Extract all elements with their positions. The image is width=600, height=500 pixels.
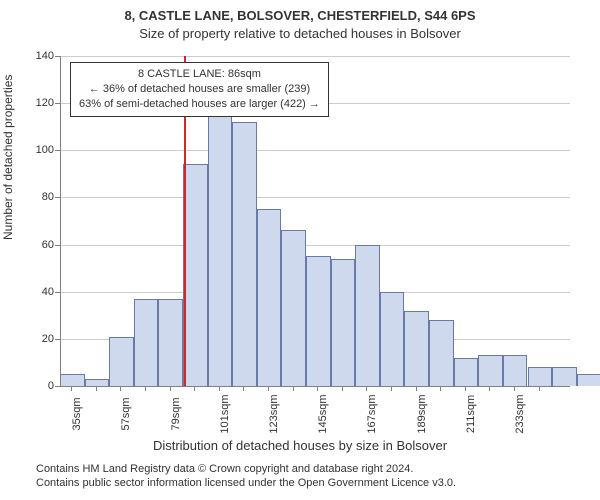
histogram-bar [306, 256, 331, 386]
histogram-bar [85, 379, 110, 386]
ytick-label: 40 [24, 286, 54, 298]
footer-attribution: Contains HM Land Registry data © Crown c… [36, 462, 456, 491]
ytick-label: 0 [24, 380, 54, 392]
ytick-label: 20 [24, 333, 54, 345]
annotation-line: 63% of semi-detached houses are larger (… [79, 97, 320, 112]
xtick-label: 145sqm [317, 394, 329, 433]
xtick-label: 189sqm [416, 394, 428, 433]
histogram-bar [134, 299, 159, 386]
histogram-bar [232, 122, 257, 386]
xtick-label: 123sqm [268, 394, 280, 433]
footer-line-2: Contains public sector information licen… [36, 476, 456, 490]
xtick-mark [96, 386, 97, 391]
xtick-mark [391, 386, 392, 391]
gridline [60, 245, 570, 246]
histogram-bar [577, 374, 600, 386]
gridline [60, 197, 570, 198]
x-axis-label: Distribution of detached houses by size … [0, 438, 600, 453]
xtick-mark [145, 386, 146, 391]
x-axis-line [60, 386, 570, 387]
ytick-label: 100 [24, 144, 54, 156]
histogram-bar [158, 299, 183, 386]
y-axis-line [60, 56, 61, 386]
histogram-bar [478, 355, 503, 386]
histogram-bar [355, 245, 380, 386]
xtick-label: 57sqm [120, 397, 132, 430]
histogram-bar [404, 311, 429, 386]
ytick-label: 120 [24, 97, 54, 109]
histogram-bar [380, 292, 405, 386]
xtick-mark [170, 386, 171, 391]
ytick-label: 80 [24, 191, 54, 203]
histogram-bar [429, 320, 454, 386]
xtick-label: 233sqm [514, 394, 526, 433]
annotation-box: 8 CASTLE LANE: 86sqm← 36% of detached ho… [70, 62, 329, 117]
xtick-mark [465, 386, 466, 391]
xtick-mark [489, 386, 490, 391]
xtick-mark [243, 386, 244, 391]
annotation-line: ← 36% of detached houses are smaller (23… [79, 82, 320, 97]
ytick-label: 60 [24, 239, 54, 251]
gridline [60, 150, 570, 151]
xtick-mark [514, 386, 515, 391]
xtick-label: 167sqm [366, 394, 378, 433]
xtick-mark [71, 386, 72, 391]
ytick-label: 140 [24, 50, 54, 62]
y-axis-label: Number of detached properties [1, 75, 15, 240]
histogram-bar [257, 209, 282, 386]
xtick-mark [416, 386, 417, 391]
page-title-address: 8, CASTLE LANE, BOLSOVER, CHESTERFIELD, … [0, 8, 600, 23]
histogram-bar [109, 337, 134, 387]
footer-line-1: Contains HM Land Registry data © Crown c… [36, 462, 456, 476]
xtick-mark [440, 386, 441, 391]
xtick-mark [366, 386, 367, 391]
xtick-mark [120, 386, 121, 391]
xtick-label: 211sqm [465, 395, 477, 433]
histogram-bar [208, 108, 233, 386]
histogram-bar [454, 358, 479, 386]
gridline [60, 56, 570, 57]
xtick-mark [293, 386, 294, 391]
xtick-mark [317, 386, 318, 391]
xtick-mark [219, 386, 220, 391]
xtick-label: 101sqm [219, 394, 231, 433]
histogram-bar [331, 259, 356, 386]
histogram-bar [281, 230, 306, 386]
histogram-bar [183, 164, 208, 386]
xtick-label: 79sqm [170, 397, 182, 430]
histogram-bar [60, 374, 85, 386]
histogram-bar [528, 367, 553, 386]
histogram-bar [552, 367, 577, 386]
histogram-bar [503, 355, 528, 386]
page-subtitle: Size of property relative to detached ho… [0, 26, 600, 41]
xtick-mark [342, 386, 343, 391]
xtick-label: 35sqm [71, 397, 83, 430]
xtick-mark [268, 386, 269, 391]
xtick-mark [539, 386, 540, 391]
annotation-line: 8 CASTLE LANE: 86sqm [79, 67, 320, 82]
xtick-mark [194, 386, 195, 391]
